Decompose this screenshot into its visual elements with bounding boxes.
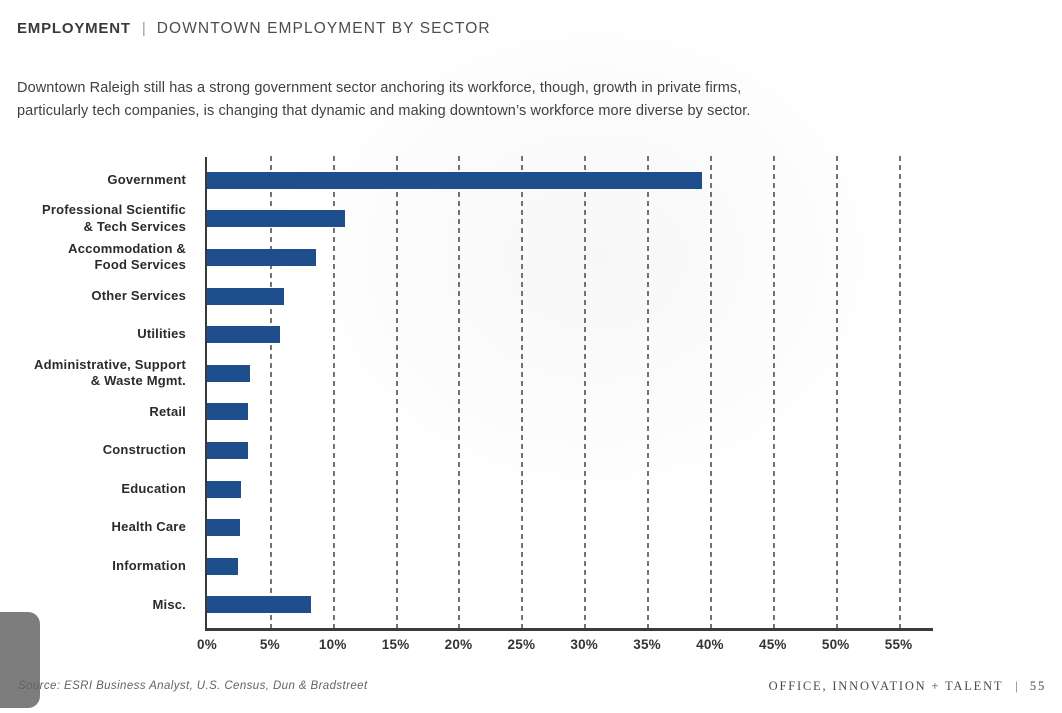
bar-row: Utilities (0, 315, 1062, 354)
bar-row: Accommodation & Food Services (0, 238, 1062, 277)
header-separator: | (141, 20, 146, 37)
x-tick-label: 20% (444, 637, 473, 652)
bar (207, 326, 280, 344)
x-tick-label: 10% (318, 637, 347, 652)
bar-row: Professional Scientific & Tech Services (0, 200, 1062, 239)
category-label: Information (112, 558, 186, 574)
gridline-20% (458, 156, 461, 628)
bar (207, 171, 703, 189)
bar-row: Government (0, 161, 1062, 200)
bar (207, 441, 249, 459)
x-axis-line (205, 628, 933, 631)
x-tick-label: 55% (884, 637, 913, 652)
gridline-55% (898, 156, 901, 628)
x-tick-label: 15% (381, 637, 410, 652)
gridline-30% (584, 156, 587, 628)
bar (207, 210, 346, 228)
page-number: 55 (1029, 679, 1046, 693)
bar (207, 596, 312, 614)
category-label: Government (107, 172, 186, 188)
header-section-label: EMPLOYMENT (17, 20, 131, 37)
x-tick-label: 5% (259, 637, 280, 652)
gridline-25% (521, 156, 524, 628)
bar-row: Administrative, Support & Waste Mgmt. (0, 354, 1062, 393)
gridline-35% (647, 156, 650, 628)
bar (207, 519, 240, 537)
bar-row: Education (0, 470, 1062, 509)
bar (207, 403, 249, 421)
bar-row: Other Services (0, 277, 1062, 316)
bar-row: Construction (0, 431, 1062, 470)
x-tick-label: 0% (197, 637, 217, 652)
category-label: Administrative, Support & Waste Mgmt. (34, 356, 186, 389)
intro-line-2: particularly tech companies, is changing… (17, 102, 751, 119)
bar (207, 248, 317, 266)
category-label: Accommodation & Food Services (68, 240, 186, 273)
gridline-15% (395, 156, 398, 628)
x-tick-label: 45% (759, 637, 787, 652)
bar (207, 557, 239, 575)
x-tick-label: 35% (633, 637, 661, 652)
x-tick-label: 25% (507, 637, 536, 652)
gridline-40% (709, 156, 712, 628)
bar (207, 480, 241, 498)
gridline-50% (835, 156, 838, 628)
footer-section-label: OFFICE, INNOVATION + TALENT (768, 679, 1004, 693)
category-label: Retail (149, 403, 186, 419)
category-label: Other Services (91, 287, 186, 303)
page-footer: OFFICE, INNOVATION + TALENT | 55 (769, 679, 1046, 694)
intro-line-1: Downtown Raleigh still has a strong gove… (17, 80, 742, 96)
x-tick-label: 40% (696, 637, 724, 652)
bar-row: Health Care (0, 508, 1062, 547)
intro-paragraph: Downtown Raleigh still has a strong gove… (17, 77, 751, 122)
bar-row: Retail (0, 393, 1062, 432)
bar-row: Information (0, 547, 1062, 586)
bar (207, 364, 250, 382)
x-tick-label: 30% (570, 637, 599, 652)
page-edge-tab (0, 612, 40, 708)
y-axis-line (205, 157, 207, 628)
footer-separator: | (1015, 679, 1018, 693)
gridline-45% (772, 156, 775, 628)
category-label: Misc. (152, 596, 186, 612)
category-label: Education (121, 480, 186, 496)
gridline-10% (332, 156, 335, 628)
x-tick-label: 50% (821, 637, 850, 652)
page-header: EMPLOYMENT | DOWNTOWN EMPLOYMENT BY SECTOR (17, 20, 491, 38)
category-label: Construction (102, 442, 186, 458)
category-label: Health Care (111, 519, 186, 535)
category-label: Professional Scientific & Tech Services (41, 202, 186, 234)
source-note: Source: ESRI Business Analyst, U.S. Cens… (18, 680, 368, 692)
bar (207, 287, 284, 305)
bar-row: Misc. (0, 586, 1062, 625)
page-title: DOWNTOWN EMPLOYMENT BY SECTOR (156, 20, 491, 37)
gridline-5% (269, 156, 272, 628)
category-label: Utilities (137, 326, 186, 342)
